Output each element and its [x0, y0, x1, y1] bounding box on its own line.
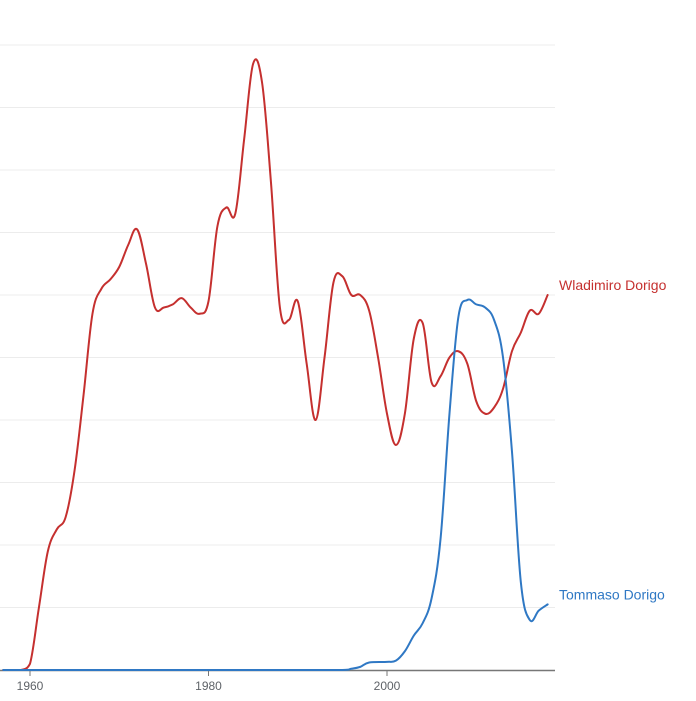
x-tick-label-2000: 2000 — [374, 679, 401, 693]
x-tick-label-1980: 1980 — [195, 679, 222, 693]
series-labels: Wladimiro Dorigo Tommaso Dorigo — [559, 277, 667, 602]
series-line-wladimiro-dorigo — [2, 58, 549, 671]
gridlines — [0, 44, 555, 608]
series-lines — [2, 58, 549, 672]
x-tick-label-1960: 1960 — [17, 679, 44, 693]
series-label-wladimiro-dorigo: Wladimiro Dorigo — [559, 277, 667, 293]
x-axis-ticks: 1960 1980 2000 — [17, 670, 401, 693]
series-label-tommaso-dorigo: Tommaso Dorigo — [559, 586, 665, 602]
series-line-tommaso-dorigo — [2, 298, 549, 672]
